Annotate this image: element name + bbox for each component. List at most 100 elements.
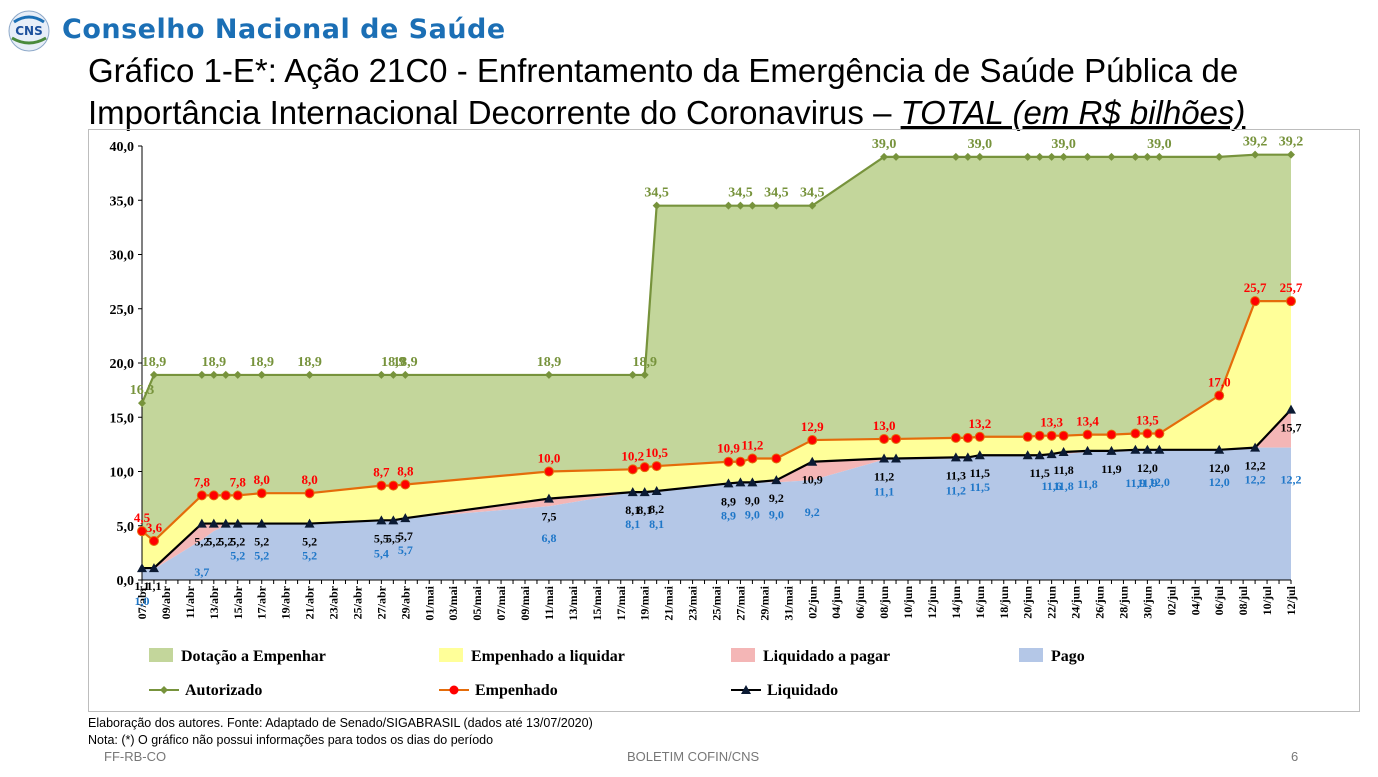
data-label-autorizado: 34,5	[764, 186, 789, 201]
marker-autorizado	[197, 370, 206, 379]
x-tick-label: 05/mai	[470, 585, 484, 620]
data-label-pago: 5,7	[398, 543, 413, 557]
marker-autorizado	[233, 370, 242, 379]
data-label-pago: 8,1	[625, 517, 640, 531]
x-tick-label: 29/mai	[757, 585, 771, 620]
data-label-liquidado: 9,2	[769, 491, 784, 505]
data-label-empenhado: 3,6	[146, 520, 163, 535]
marker-autorizado	[1287, 150, 1295, 159]
marker-autorizado	[1023, 152, 1032, 161]
data-label-liquidado: 5,2	[218, 535, 233, 549]
data-label-liquidado: 5,2	[230, 535, 245, 549]
marker-autorizado	[748, 201, 757, 210]
x-tick-label: 07/abr	[135, 585, 149, 619]
marker-liquidado	[1130, 444, 1141, 454]
x-tick-label: 03/mai	[446, 585, 460, 620]
marker-liquidado	[879, 453, 890, 463]
marker-liquidado	[376, 515, 387, 525]
legend-swatch-empenhado_liquidar	[439, 648, 463, 662]
data-label-empenhado: 7,8	[194, 474, 211, 489]
marker-autorizado	[1083, 152, 1092, 161]
data-label-pago: 5,2	[302, 549, 317, 563]
marker-liquidado	[1082, 445, 1093, 455]
data-label-pago: 12,0	[1209, 475, 1230, 489]
x-tick-label: 21/mai	[662, 585, 676, 620]
data-label-autorizado: 39,2	[1243, 135, 1268, 150]
marker-empenhado	[1034, 430, 1045, 441]
x-tick-label: 27/abr	[374, 585, 388, 619]
x-tick-label: 29/abr	[398, 585, 412, 619]
marker-liquidado	[1022, 450, 1033, 460]
x-tick-label: 24/jun	[1069, 586, 1083, 619]
marker-autorizado	[880, 152, 889, 161]
data-label-pago: 11,9	[1137, 476, 1157, 490]
page-title: Gráfico 1-E*: Ação 21C0 - Enfrentamento …	[88, 50, 1373, 134]
data-label-pago: 11,2	[946, 483, 966, 497]
data-label-empenhado: 7,8	[230, 474, 247, 489]
marker-empenhado	[137, 526, 147, 537]
marker-autorizado	[221, 370, 230, 379]
data-label-autorizado: 39,2	[1279, 135, 1304, 150]
marker-liquidado	[208, 518, 219, 528]
data-label-liquidado: 11,5	[970, 466, 990, 480]
marker-empenhado	[1250, 296, 1261, 307]
x-tick-label: 17/abr	[255, 585, 269, 619]
x-tick-label: 15/abr	[231, 585, 245, 619]
data-label-autorizado: 34,5	[644, 186, 669, 201]
legend-label-dotacao: Dotação a Empenhar	[181, 648, 326, 665]
data-label-liquidado: 12,0	[1137, 461, 1158, 475]
data-label-liquidado: 5,5	[386, 531, 401, 545]
x-tick-label: 23/mai	[686, 585, 700, 620]
marker-autorizado	[1215, 152, 1224, 161]
legend-label-empenhado_liquidar: Empenhado a liquidar	[471, 648, 625, 665]
data-label-autorizado: 16,3	[130, 383, 155, 398]
data-label-empenhado: 10,5	[645, 445, 668, 460]
data-label-pago: 5,4	[374, 546, 389, 560]
area-empenhado-a-liquidar	[142, 301, 1291, 569]
data-label-liquidado: 9,0	[745, 493, 760, 507]
x-tick-label: 16/jun	[973, 586, 987, 619]
data-label-autorizado: 18,9	[142, 355, 167, 370]
marker-liquidado	[651, 486, 662, 496]
source-note: Elaboração dos autores. Fonte: Adaptado …	[88, 716, 593, 730]
marker-autorizado	[628, 370, 637, 379]
data-label-autorizado: 18,9	[381, 355, 406, 370]
x-tick-label: 25/mai	[710, 585, 724, 620]
legend-label-liquidado: Liquidado	[767, 682, 838, 699]
data-label-pago: 1,0	[135, 594, 150, 608]
data-label-liquidado: 11,9	[1101, 462, 1121, 476]
footer-left: FF-RB-CO	[104, 749, 167, 764]
marker-liquidado	[771, 475, 782, 485]
x-tick-label: 22/jun	[1045, 586, 1059, 619]
x-tick-label: 30/jun	[1140, 586, 1154, 619]
data-label-liquidado: 11,8	[1053, 463, 1073, 477]
data-label-liquidado: 8,1	[637, 503, 652, 517]
data-label-pago: 9,2	[805, 505, 820, 519]
marker-liquidado	[891, 453, 902, 463]
marker-empenhado	[1286, 296, 1296, 307]
marker-autorizado	[808, 201, 817, 210]
marker-empenhado	[388, 480, 399, 491]
data-label-pago: 11,8	[1077, 477, 1097, 491]
marker-autorizado	[640, 370, 649, 379]
legend-marker-liquidado	[741, 685, 751, 694]
data-label-liquidado: 5,2	[206, 535, 221, 549]
marker-empenhado	[1106, 429, 1117, 440]
x-tick-label: 26/jun	[1093, 586, 1107, 619]
marker-autorizado	[1059, 152, 1068, 161]
marker-empenhado	[1082, 429, 1093, 440]
data-label-autorizado: 18,9	[537, 355, 562, 370]
data-label-liquidado: 5,2	[302, 535, 317, 549]
x-tick-label: 01/mai	[422, 585, 436, 620]
x-tick-label: 04/jul	[1188, 585, 1202, 615]
x-tick-label: 28/jun	[1116, 586, 1130, 619]
area-dotacao-a-empenhar	[142, 154, 1291, 541]
data-label-autorizado: 18,9	[202, 355, 227, 370]
area-pago	[142, 447, 1291, 580]
data-label-empenhado: 25,7	[1244, 280, 1267, 295]
x-tick-label: 21/abr	[303, 585, 317, 619]
x-tick-label: 06/jul	[1212, 585, 1226, 615]
x-tick-label: 23/abr	[327, 585, 341, 619]
legend-swatch-dotacao	[149, 648, 173, 662]
data-label-autorizado: 18,9	[249, 355, 274, 370]
